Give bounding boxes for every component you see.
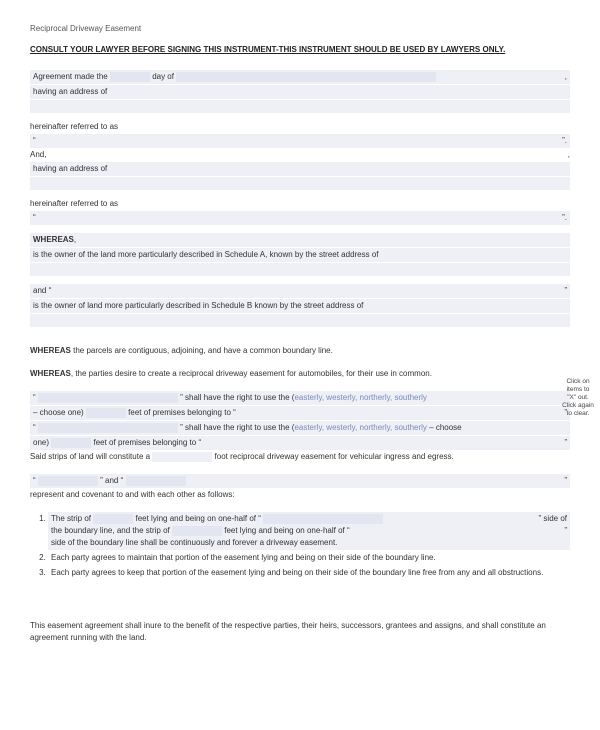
choose2: – choose xyxy=(427,423,462,432)
close2: ” xyxy=(564,437,567,449)
side-note: Click on items to "X" out. Click again t… xyxy=(562,378,594,418)
choose: – choose one) xyxy=(33,408,84,417)
whereas-1-blank[interactable] xyxy=(30,263,570,276)
and-open: and “ xyxy=(33,286,51,295)
blank-month-year[interactable] xyxy=(176,72,436,82)
whereas-1-line1: is the owner of the land more particular… xyxy=(30,248,570,262)
text: Said strips of land will constitute a xyxy=(30,452,150,461)
whereas-bold-2: WHEREAS xyxy=(30,346,71,355)
t: ” side of xyxy=(539,514,567,523)
blank-feet2[interactable] xyxy=(51,438,91,448)
close-quote: ”. xyxy=(562,135,567,147)
whereas-1-and[interactable]: and “ ” xyxy=(30,284,570,298)
represent-text: represent and covenant to and with each … xyxy=(30,489,570,501)
intro-line-4[interactable]: “ ”. xyxy=(30,134,570,148)
grant-line-2[interactable]: – choose one) feet of premises belonging… xyxy=(30,406,570,420)
and: ” and “ xyxy=(100,476,123,485)
intro-line-8[interactable]: “ ”. xyxy=(30,211,570,225)
directions[interactable]: easterly, westerly, northerly, southerly xyxy=(294,393,427,402)
intro-line-5: And, , xyxy=(30,149,570,161)
grant-line-3[interactable]: “ ” shall have the right to use the (eas… xyxy=(30,421,570,435)
blank-feet1[interactable] xyxy=(86,408,126,418)
t: feet lying and being on one-half of “ xyxy=(224,526,349,535)
blank-rep1[interactable] xyxy=(38,476,98,486)
t: feet lying and being on one-half of “ xyxy=(135,514,260,523)
comma: , xyxy=(565,71,567,83)
directions-2[interactable]: easterly, westerly, northerly, southerly xyxy=(294,423,427,432)
t: The strip of xyxy=(51,514,91,523)
intro-line-3: hereinafter referred to as xyxy=(30,121,570,133)
comma: , xyxy=(568,149,570,161)
mid: ” shall have the right to use the ( xyxy=(180,423,294,432)
whereas-1-blank2[interactable] xyxy=(30,314,570,327)
mid: ” shall have the right to use the ( xyxy=(180,393,294,402)
whereas-1-label: WHEREAS, xyxy=(30,233,570,247)
open-quote: “ xyxy=(33,136,36,145)
whereas-2: WHEREAS the parcels are contiguous, adjo… xyxy=(30,345,570,357)
open-quote: “ xyxy=(33,213,36,222)
closing-text: This easement agreement shall inure to t… xyxy=(30,620,570,644)
text: Agreement made the xyxy=(33,72,108,81)
blank-day[interactable] xyxy=(110,72,150,82)
list-item-3: Each party agrees to keep that portion o… xyxy=(48,566,570,580)
whereas-3: WHEREAS, the parties desire to create a … xyxy=(30,368,570,380)
grant-line-1[interactable]: “ ” shall have the right to use the (eas… xyxy=(30,391,570,405)
t: the boundary line, and the strip of xyxy=(51,526,170,535)
intro-line-7: hereinafter referred to as xyxy=(30,198,570,210)
text2: foot reciprocal driveway easement for ve… xyxy=(215,452,454,461)
intro-line-2[interactable]: having an address of xyxy=(30,85,570,99)
said-strips: Said strips of land will constitute a fo… xyxy=(30,451,570,463)
open: “ xyxy=(33,393,36,402)
warning-text: CONSULT YOUR LAWYER BEFORE SIGNING THIS … xyxy=(30,45,570,54)
feet-belong: feet of premises belonging to “ xyxy=(128,408,236,417)
intro-blank-2[interactable] xyxy=(30,177,570,190)
represent-line[interactable]: “ ” and “ ” xyxy=(30,474,570,488)
one: one) xyxy=(33,438,49,447)
close-quote: ”. xyxy=(562,212,567,224)
text: the parcels are contiguous, adjoining, a… xyxy=(71,346,333,355)
text: day of xyxy=(152,72,174,81)
open: “ xyxy=(33,423,36,432)
close: ” xyxy=(564,475,567,487)
grant-line-4[interactable]: one) feet of premises belonging to “ ” xyxy=(30,436,570,450)
open: “ xyxy=(33,476,36,485)
text: having an address of xyxy=(33,164,107,173)
and-text: And, xyxy=(30,150,46,159)
blank-party2[interactable] xyxy=(38,423,178,433)
doc-header: Reciprocal Driveway Easement xyxy=(30,24,570,33)
t: ” xyxy=(564,525,567,537)
and-close: ” xyxy=(564,285,567,297)
whereas-1-line2: is the owner of land more particularly d… xyxy=(30,299,570,313)
intro-line-6[interactable]: having an address of xyxy=(30,162,570,176)
blank[interactable] xyxy=(172,526,222,536)
covenant-list: The strip of feet lying and being on one… xyxy=(48,512,570,580)
text: , the parties desire to create a recipro… xyxy=(71,369,432,378)
blank[interactable] xyxy=(93,514,133,524)
text: having an address of xyxy=(33,87,107,96)
list-item-1: The strip of feet lying and being on one… xyxy=(48,512,570,550)
t: side of the boundary line shall be conti… xyxy=(51,538,337,547)
blank-party1[interactable] xyxy=(38,393,178,403)
intro-line-1[interactable]: Agreement made the day of , xyxy=(30,70,570,84)
blank[interactable] xyxy=(263,514,383,524)
whereas-bold-3: WHEREAS xyxy=(30,369,71,378)
list-item-2: Each party agrees to maintain that porti… xyxy=(48,551,570,565)
whereas-bold: WHEREAS xyxy=(33,235,74,244)
feet-belong2: feet of premises belonging to “ xyxy=(93,438,201,447)
intro-blank-1[interactable] xyxy=(30,100,570,113)
blank-foot[interactable] xyxy=(152,452,212,462)
blank-rep2[interactable] xyxy=(126,476,186,486)
